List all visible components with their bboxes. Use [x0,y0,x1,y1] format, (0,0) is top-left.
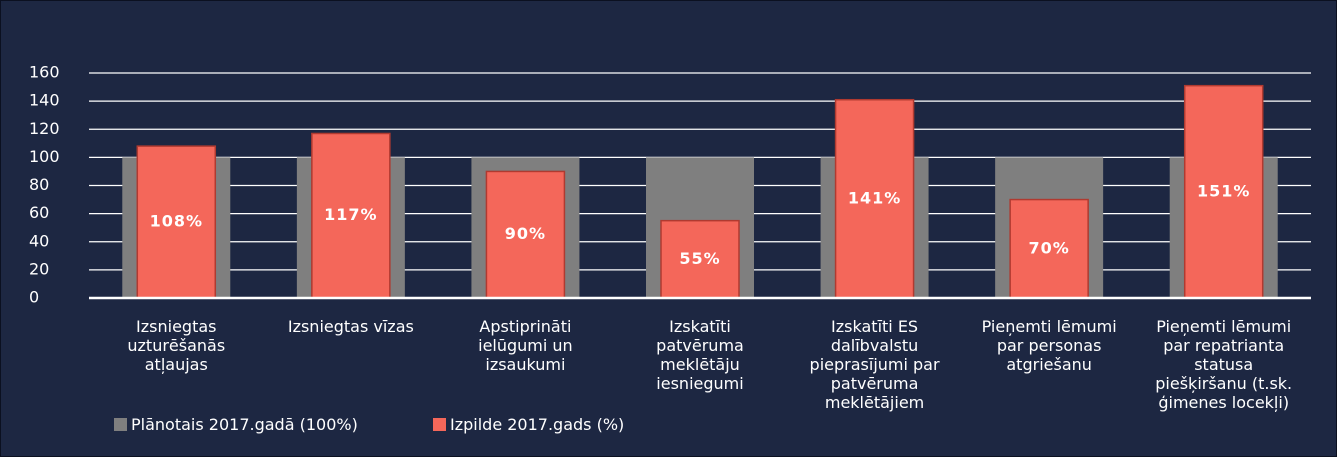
y-tick-label: 0 [29,288,39,307]
legend-swatch [433,418,446,431]
x-tick-label: Izsniegtas uzturēšanās atļaujas [127,317,226,374]
y-tick-label: 140 [29,91,60,110]
data-label: 55% [679,249,720,268]
data-label: 151% [1197,181,1250,200]
x-tick-label: Apstiprināti ielūgumi un izsaukumi [478,317,573,374]
y-tick-label: 100 [29,147,60,166]
y-tick-label: 60 [29,203,49,222]
y-tick-label: 40 [29,231,49,250]
bar [834,98,915,299]
bar [136,145,217,299]
x-tick-label: Pieņemti lēmumi par repatrianta statusa … [1155,317,1293,412]
x-tick-label: Izskatīti patvēruma meklētāju iesniegumi [656,317,744,393]
bar [1183,84,1264,299]
legend-item: Plānotais 2017.gadā (100%) [114,415,358,434]
x-tick-label: Izskatīti ES dalībvalstu pieprasījumi pa… [809,317,940,412]
legend-label: Izpilde 2017.gads (%) [450,415,625,434]
y-tick-label: 20 [29,259,49,278]
data-label: 90% [505,224,546,243]
y-tick-label: 120 [29,119,60,138]
x-tick-label: Pieņemti lēmumi par personas atgriešanu [981,317,1117,374]
legend-label: Plānotais 2017.gadā (100%) [131,415,358,434]
bar [485,170,566,299]
bar [660,219,740,299]
bar [1009,198,1089,299]
data-label: 108% [150,212,203,231]
legend-swatch [114,418,127,431]
data-label: 70% [1028,238,1069,257]
bar [311,132,391,299]
x-tick-label: Izsniegtas vīzas [287,317,414,336]
y-tick-label: 80 [29,175,49,194]
legend-item: Izpilde 2017.gads (%) [433,415,624,434]
y-tick-label: 160 [29,63,60,82]
data-label: 117% [324,205,377,224]
data-label: 141% [848,188,901,207]
